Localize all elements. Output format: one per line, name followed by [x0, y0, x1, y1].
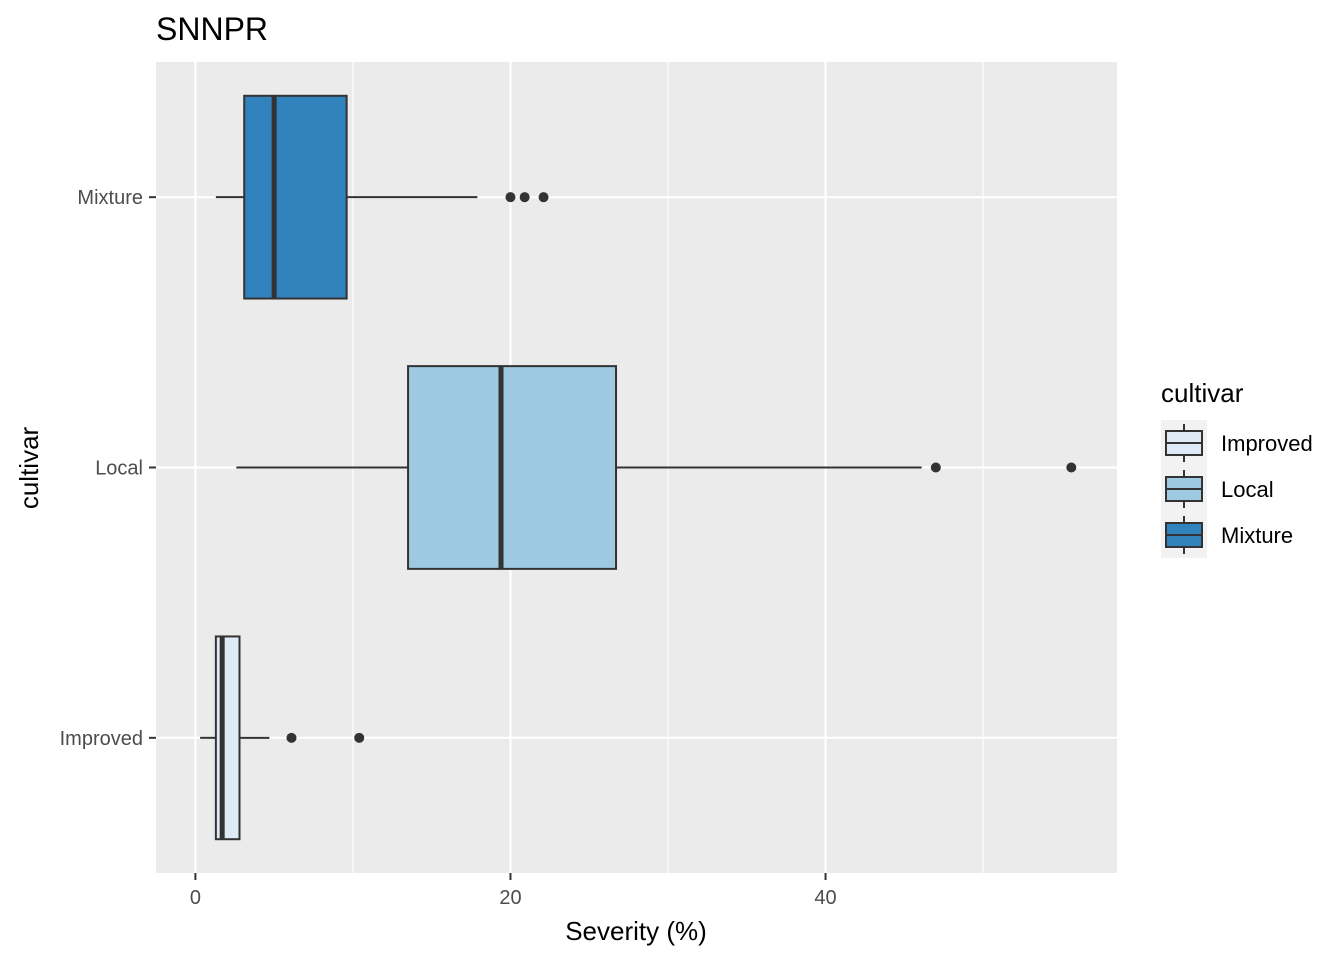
x-tick-label: 40: [814, 887, 836, 909]
box-local: [236, 365, 1077, 570]
box-iqr: [407, 365, 618, 570]
x-tick-label: 0: [190, 887, 201, 909]
outlier-point: [286, 732, 297, 743]
outlier-point: [1066, 462, 1077, 473]
legend-item-local: Local: [1165, 470, 1274, 508]
box-improved: [200, 635, 365, 841]
legend-label: Local: [1221, 477, 1274, 502]
outlier-point: [519, 192, 530, 203]
x-axis: 0 20 40: [190, 873, 837, 909]
box-mixture: [215, 94, 549, 300]
y-tick-label: Improved: [60, 728, 143, 750]
outlier-point: [354, 732, 365, 743]
y-axis: Mixture Local Improved: [60, 187, 156, 750]
y-tick-label: Local: [95, 458, 143, 480]
legend-label: Improved: [1221, 431, 1313, 456]
y-tick-label: Mixture: [77, 187, 143, 209]
legend-item-mixture: Mixture: [1165, 516, 1293, 554]
legend-item-improved: Improved: [1165, 424, 1313, 462]
box-layer: [200, 94, 1077, 841]
chart-title: SNNPR: [156, 11, 268, 47]
box-iqr: [243, 94, 348, 300]
y-axis-title: cultivar: [14, 426, 44, 509]
outlier-point: [538, 192, 549, 203]
x-tick-label: 20: [499, 887, 521, 909]
x-axis-title: Severity (%): [565, 916, 707, 946]
legend-label: Mixture: [1221, 523, 1293, 548]
box-iqr: [214, 635, 241, 841]
outlier-point: [505, 192, 516, 203]
legend-title: cultivar: [1161, 378, 1244, 408]
outlier-point: [930, 462, 941, 473]
legend: cultivar Improved Local Mixture: [1161, 378, 1313, 558]
